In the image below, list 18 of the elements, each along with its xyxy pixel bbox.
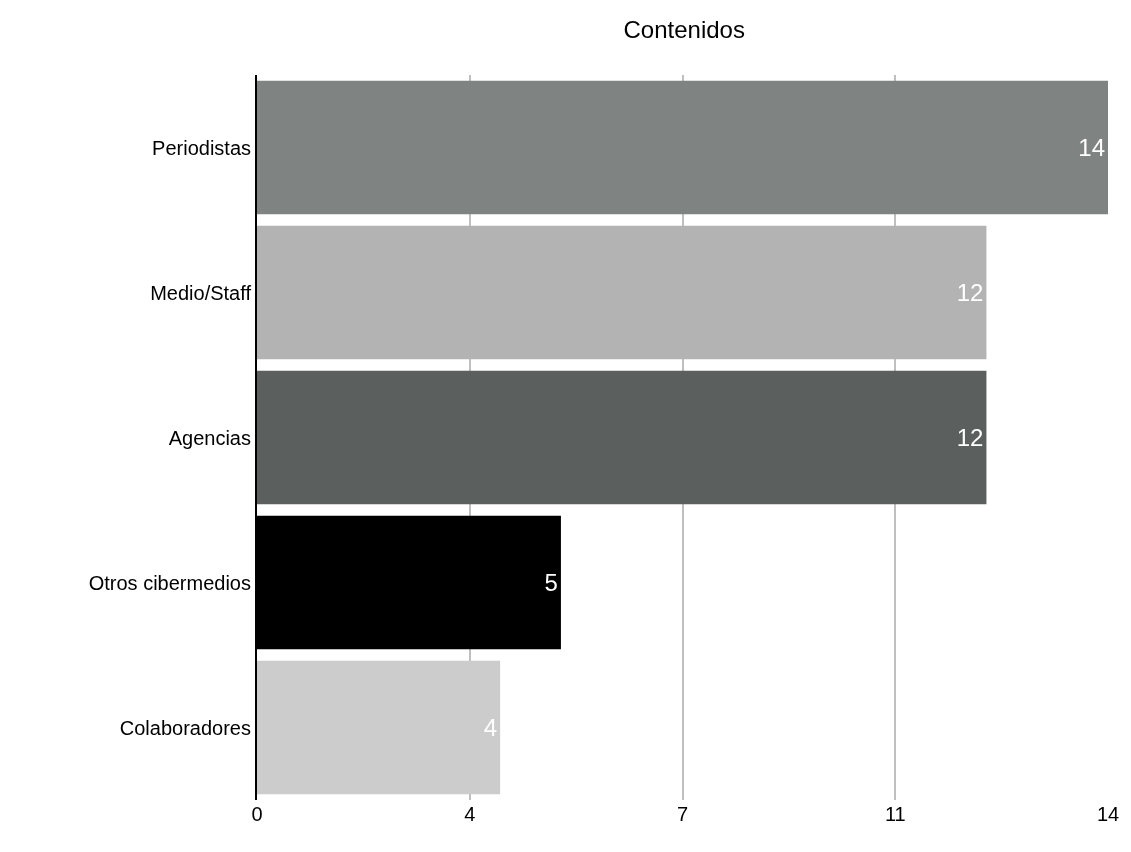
x-tick-label: 14 [1096,803,1120,825]
y-tick-label: Agencias [168,426,251,449]
y-tick-label: Medio/Staff [150,281,252,304]
y-tick-label: Periodistas [152,136,251,159]
y-tick-label: Colaboradores [119,716,251,739]
x-tick-label: 4 [464,803,476,825]
x-tick-label: 0 [251,803,263,825]
bar [257,370,987,505]
y-tick-label: Otros cibermedios [88,571,251,594]
chart-title: Contenidos [623,16,745,44]
bar [257,80,1108,215]
data-label: 12 [956,279,984,306]
x-tick-label: 11 [884,803,906,825]
x-tick-label: 7 [676,803,689,825]
data-label: 12 [956,424,984,451]
data-label: 5 [544,569,558,596]
bar [257,660,501,795]
data-label: 14 [1078,134,1105,161]
